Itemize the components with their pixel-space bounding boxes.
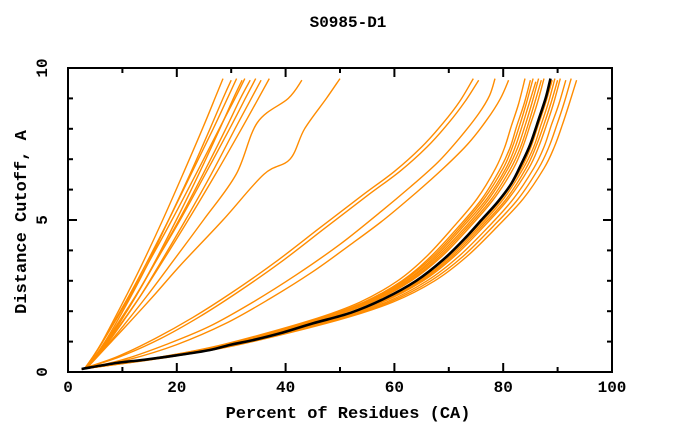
tick-labels: 0 20 40 60 80 100 0 5 10 (34, 58, 626, 397)
curve-target (81, 78, 552, 371)
x-tick-label: 100 (598, 379, 627, 397)
y-tick-label: 0 (34, 367, 52, 377)
x-tick-label: 80 (494, 379, 513, 397)
curve-model-05 (83, 78, 246, 370)
y-tick-label: 5 (34, 215, 52, 225)
curve-model-14 (81, 78, 496, 370)
curve-model-12 (81, 78, 474, 370)
curve-model-28 (81, 78, 572, 370)
curve-model-06 (84, 79, 251, 370)
x-tick-label: 0 (63, 379, 73, 397)
axis-ticks (67, 67, 613, 373)
chart-title: S0985-D1 (310, 14, 387, 32)
curve-model-09 (84, 78, 270, 370)
curve-model-29 (81, 79, 578, 370)
curve-model-01 (83, 78, 224, 370)
curve-model-11 (85, 78, 341, 370)
x-tick-label: 20 (167, 379, 186, 397)
plot-frame (67, 67, 613, 373)
curve-model-02 (84, 79, 232, 370)
curve-model-07 (83, 78, 257, 370)
x-tick-label: 40 (276, 379, 295, 397)
y-tick-label: 10 (34, 58, 52, 77)
curve-model-13 (81, 79, 480, 370)
x-axis-label: Percent of Residues (CA) (226, 405, 471, 424)
curve-model-15 (81, 79, 510, 370)
curves (81, 78, 578, 371)
y-axis-label: Distance Cutoff, A (13, 129, 32, 313)
x-tick-label: 60 (385, 379, 404, 397)
